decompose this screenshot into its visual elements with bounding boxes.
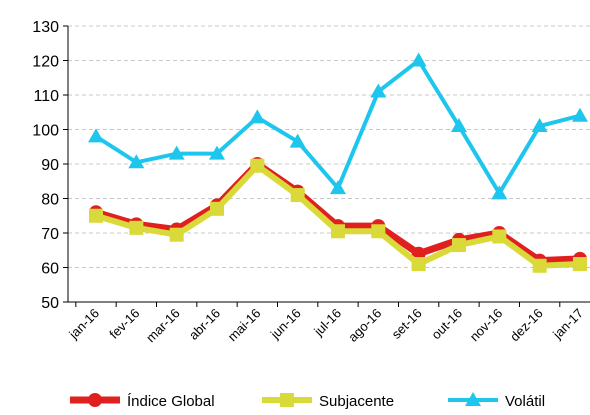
point: [168, 145, 185, 160]
legend-label: Subjacente: [319, 393, 394, 410]
point: [450, 118, 467, 133]
point: [571, 107, 588, 122]
y-tick-label: 130: [32, 19, 59, 36]
x-tick-label: jun-16: [267, 306, 304, 343]
x-tick-label: jan-16: [65, 306, 102, 343]
x-tick-label: out-16: [428, 306, 465, 343]
point: [250, 158, 265, 173]
y-tick-label: 90: [41, 157, 59, 174]
legend-item: Volátil: [448, 392, 545, 410]
legend-item: Subjacente: [262, 393, 394, 410]
point: [531, 118, 548, 133]
x-tick-label: set-16: [389, 306, 425, 342]
y-tick-label: 120: [32, 54, 59, 71]
point: [572, 257, 587, 272]
point: [249, 109, 266, 124]
x-tick-label: fev-16: [106, 306, 142, 342]
point: [88, 128, 104, 143]
y-tick-label: 80: [41, 192, 59, 209]
line: [94, 58, 581, 196]
x-tick-label: abr-16: [186, 306, 223, 343]
x-tick-label: mar-16: [143, 306, 183, 346]
point: [280, 393, 294, 407]
legend-item: Índice Global: [70, 393, 215, 410]
point: [491, 185, 508, 200]
x-tick-label: nov-16: [467, 306, 506, 345]
point: [209, 201, 224, 216]
point: [169, 227, 184, 242]
point: [89, 208, 103, 223]
point: [88, 393, 102, 407]
point: [129, 220, 144, 235]
x-tick-label: jul-16: [310, 306, 344, 340]
point: [410, 52, 427, 67]
point: [532, 258, 547, 273]
point: [371, 224, 386, 239]
y-tick-label: 60: [41, 261, 59, 278]
x-tick-label: mai-16: [225, 306, 264, 345]
y-tick-label: 70: [41, 226, 59, 243]
x-tick-label: dez-16: [507, 306, 546, 345]
x-tick-label: ago-16: [345, 306, 384, 345]
point: [290, 188, 305, 203]
y-tick-label: 100: [32, 123, 59, 140]
legend-label: Índice Global: [127, 393, 215, 410]
y-tick-label: 110: [33, 88, 59, 105]
series: [88, 52, 588, 200]
series: [89, 158, 587, 273]
point: [208, 145, 225, 160]
y-tick-label: 50: [41, 295, 59, 312]
point: [411, 257, 426, 272]
legend-label: Volátil: [505, 393, 545, 410]
point: [329, 180, 346, 195]
point: [289, 133, 306, 148]
point: [370, 83, 387, 98]
point: [465, 392, 481, 406]
point: [330, 224, 345, 239]
point: [128, 154, 145, 169]
x-tick-label: jan-17: [549, 306, 586, 343]
point: [492, 229, 507, 244]
point: [451, 238, 466, 253]
